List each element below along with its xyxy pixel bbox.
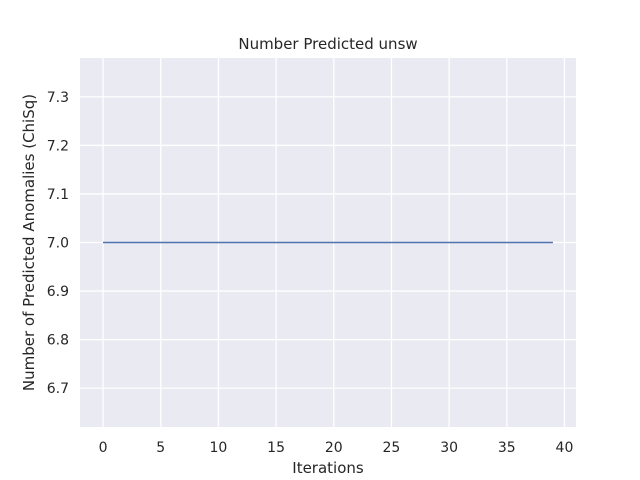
chart-title: Number Predicted unsw bbox=[238, 35, 417, 53]
grid bbox=[80, 58, 576, 427]
y-axis-ticks: 6.7 6.8 6.9 7.0 7.1 7.2 7.3 bbox=[47, 90, 69, 397]
y-tick-label: 7.0 bbox=[47, 236, 69, 252]
y-tick-label: 7.1 bbox=[47, 187, 69, 203]
y-tick-label: 7.3 bbox=[47, 90, 69, 106]
x-tick-label: 15 bbox=[267, 440, 285, 456]
y-axis-label: Number of Predicted Anomalies (ChiSq) bbox=[20, 94, 38, 391]
x-tick-label: 20 bbox=[325, 440, 343, 456]
y-tick-label: 6.8 bbox=[47, 333, 69, 349]
x-tick-label: 5 bbox=[156, 440, 165, 456]
y-tick-label: 7.2 bbox=[47, 138, 69, 154]
x-tick-label: 40 bbox=[556, 440, 574, 456]
x-tick-label: 25 bbox=[383, 440, 401, 456]
x-tick-label: 30 bbox=[440, 440, 458, 456]
y-tick-label: 6.7 bbox=[47, 381, 69, 397]
x-tick-label: 10 bbox=[210, 440, 228, 456]
x-axis-ticks: 0 5 10 15 20 25 30 35 40 bbox=[99, 440, 574, 456]
x-tick-label: 35 bbox=[498, 440, 516, 456]
x-tick-label: 0 bbox=[99, 440, 108, 456]
x-axis-label: Iterations bbox=[292, 459, 364, 477]
y-tick-label: 6.9 bbox=[47, 284, 69, 300]
